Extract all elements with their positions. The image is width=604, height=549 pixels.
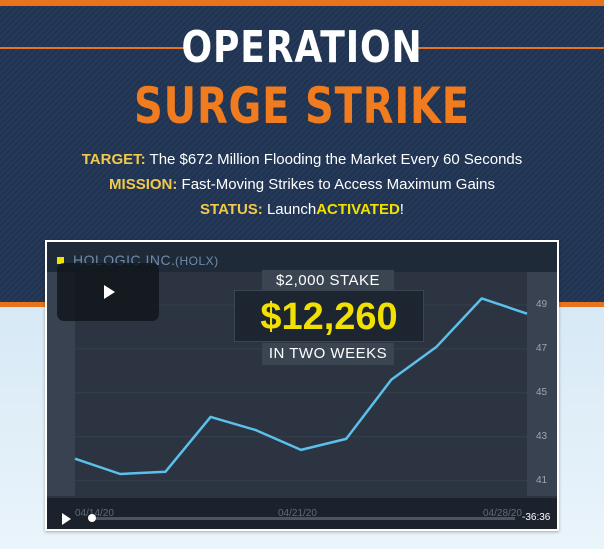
status-text: Launch xyxy=(266,201,317,218)
title-rule-right xyxy=(414,47,604,49)
stake-label: $2,000 STAKE xyxy=(262,270,394,292)
target-text: The $672 Million Flooding the Market Eve… xyxy=(149,151,523,168)
y-tick-label: 47 xyxy=(536,342,548,354)
headline-line1: OPERATION xyxy=(181,22,423,73)
video-player[interactable]: HOLOGIC INC. (HOLX) 41 43 45 47 49 $2,000 ST… xyxy=(45,240,559,531)
mission-line: MISSION: Fast-Moving Strikes to Access M… xyxy=(0,176,604,193)
play-icon xyxy=(104,285,115,299)
target-line: TARGET: The $672 Million Flooding the Ma… xyxy=(0,151,604,168)
status-highlight: ACTIVATED xyxy=(316,201,400,218)
target-label: TARGET: xyxy=(81,151,146,168)
time-remaining: -36:36 xyxy=(522,512,551,523)
y-tick-label: 49 xyxy=(536,298,548,310)
ticker-square-icon xyxy=(57,257,64,264)
video-controls-bar xyxy=(47,498,557,529)
stake-period: IN TWO WEEKS xyxy=(262,343,394,365)
play-overlay-button[interactable] xyxy=(57,263,159,321)
status-line: STATUS: LaunchACTIVATED! xyxy=(0,201,604,218)
y-tick-label: 43 xyxy=(536,430,548,442)
headline-line2: SURGE STRIKE xyxy=(134,77,470,135)
progress-knob[interactable] xyxy=(88,514,96,522)
status-end: ! xyxy=(399,201,404,218)
x-tick-label: 04/14/20 xyxy=(75,508,114,519)
x-tick-label: 04/21/20 xyxy=(278,508,317,519)
mission-label: MISSION: xyxy=(109,176,178,193)
progress-track[interactable] xyxy=(91,517,515,520)
status-label: STATUS: xyxy=(200,201,263,218)
y-axis-panel xyxy=(527,272,557,496)
x-tick-label: 04/28/20 xyxy=(483,508,522,519)
stake-amount: $12,260 xyxy=(234,290,424,342)
y-tick-label: 45 xyxy=(536,386,548,398)
mission-text: Fast-Moving Strikes to Access Maximum Ga… xyxy=(181,176,495,193)
y-tick-label: 41 xyxy=(536,474,548,486)
title-rule-left xyxy=(0,47,190,49)
ticker-symbol: (HOLX) xyxy=(175,254,219,268)
control-play-icon[interactable] xyxy=(62,513,71,525)
